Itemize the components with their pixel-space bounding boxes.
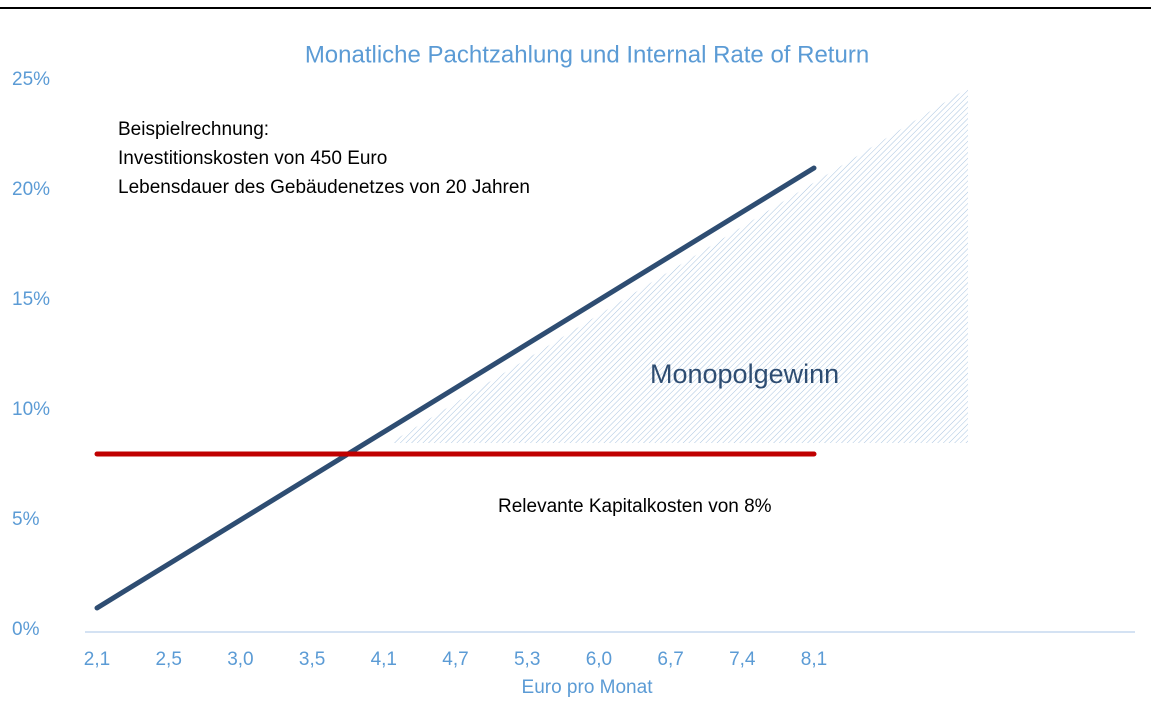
x-tick-label: 3,0 [227, 649, 253, 670]
x-tick-label: 2,5 [155, 649, 181, 670]
annotation: Lebensdauer des Gebäudenetzes von 20 Jah… [118, 177, 530, 198]
y-tick-label: 15% [12, 289, 50, 310]
x-tick-label: 4,7 [442, 649, 468, 670]
annotation: Beispielrechnung: [118, 119, 269, 140]
x-tick-label: 2,1 [84, 649, 110, 670]
y-tick-label: 25% [12, 69, 50, 90]
annotation: Investitionskosten von 450 Euro [118, 148, 387, 169]
y-tick-label: 10% [12, 399, 50, 420]
x-tick-label: 6,0 [586, 649, 612, 670]
x-axis-label: Euro pro Monat [522, 677, 654, 698]
y-tick-label: 20% [12, 179, 50, 200]
x-tick-label: 8,1 [801, 649, 827, 670]
x-tick-label: 5,3 [514, 649, 540, 670]
x-tick-label: 3,5 [299, 649, 325, 670]
annotation: Monopolgewinn [650, 359, 839, 389]
x-tick-label: 4,1 [371, 649, 397, 670]
data-line [94, 165, 817, 611]
chart-title: Monatliche Pachtzahlung und Internal Rat… [305, 41, 869, 68]
hatched-area [390, 88, 968, 443]
annotation: Relevante Kapitalkosten von 8% [498, 496, 772, 517]
y-tick-label: 5% [12, 509, 40, 530]
x-tick-label: 7,4 [729, 649, 756, 670]
y-tick-label: 0% [12, 619, 40, 640]
x-tick-label: 6,7 [657, 649, 683, 670]
